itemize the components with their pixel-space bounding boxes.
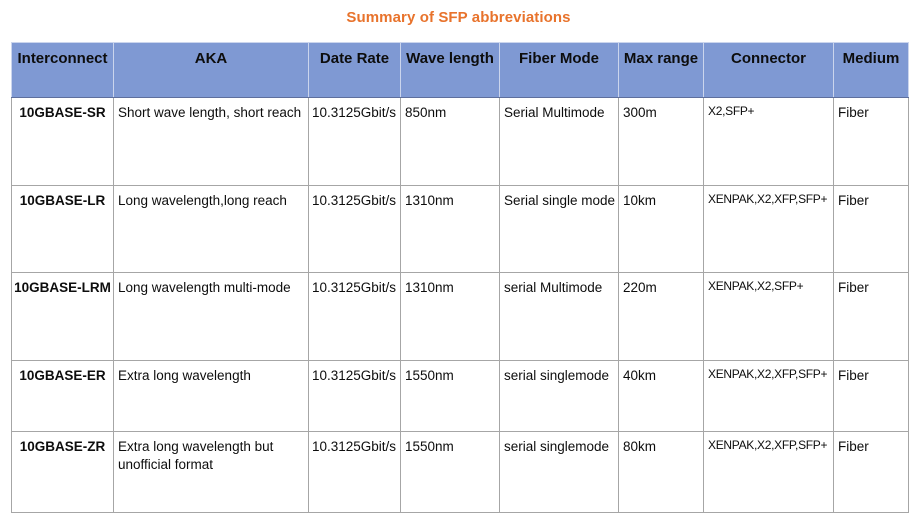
- cell-aka: Extra long wavelength: [113, 360, 309, 432]
- cell-interconnect: 10GBASE-SR: [11, 97, 114, 186]
- cell-date_rate: 10.3125Gbit/s: [308, 431, 401, 513]
- cell-medium: Fiber: [833, 185, 909, 273]
- cell-wave_length: 1310nm: [400, 185, 500, 273]
- cell-date_rate: 10.3125Gbit/s: [308, 97, 401, 186]
- cell-wave_length: 1550nm: [400, 360, 500, 432]
- sfp-summary-table: Interconnect AKA Date Rate Wave length Fiber…: [11, 42, 909, 513]
- cell-medium: Fiber: [833, 431, 909, 513]
- table-row: 10GBASE-LRM Long wavelength multi-mode 10.…: [11, 272, 909, 361]
- column-header-max_range: Max range: [618, 42, 704, 98]
- column-header-connector: Connector: [703, 42, 834, 98]
- cell-medium: Fiber: [833, 360, 909, 432]
- cell-connector: XENPAK,X2,XFP,SFP+: [703, 431, 834, 513]
- column-header-wave_length: Wave length: [400, 42, 500, 98]
- column-header-fiber_mode: Fiber Mode: [499, 42, 619, 98]
- cell-connector: XENPAK,X2,XFP,SFP+: [703, 360, 834, 432]
- cell-max_range: 220m: [618, 272, 704, 361]
- table-body: 10GBASE-SR Short wave length, short reach…: [11, 97, 909, 513]
- cell-connector: XENPAK,X2,SFP+: [703, 272, 834, 361]
- cell-max_range: 300m: [618, 97, 704, 186]
- cell-medium: Fiber: [833, 272, 909, 361]
- table-row: 10GBASE-ZR Extra long wavelength but unof…: [11, 431, 909, 513]
- cell-aka: Extra long wavelength but unofficial for…: [113, 431, 309, 513]
- column-header-interconnect: Interconnect: [11, 42, 114, 98]
- cell-max_range: 40km: [618, 360, 704, 432]
- cell-interconnect: 10GBASE-ER: [11, 360, 114, 432]
- cell-aka: Short wave length, short reach: [113, 97, 309, 186]
- cell-wave_length: 1550nm: [400, 431, 500, 513]
- table-row: 10GBASE-ER Extra long wavelength 10.3125Gb…: [11, 360, 909, 432]
- cell-aka: Long wavelength multi-mode: [113, 272, 309, 361]
- header-row: Interconnect AKA Date Rate Wave length Fiber…: [11, 42, 909, 98]
- cell-date_rate: 10.3125Gbit/s: [308, 272, 401, 361]
- cell-aka: Long wavelength,long reach: [113, 185, 309, 273]
- table-row: 10GBASE-LR Long wavelength,long reach 10.3…: [11, 185, 909, 273]
- cell-medium: Fiber: [833, 97, 909, 186]
- cell-fiber_mode: Serial Multimode: [499, 97, 619, 186]
- cell-connector: X2,SFP+: [703, 97, 834, 186]
- column-header-aka: AKA: [113, 42, 309, 98]
- table-row: 10GBASE-SR Short wave length, short reach…: [11, 97, 909, 186]
- cell-wave_length: 1310nm: [400, 272, 500, 361]
- cell-date_rate: 10.3125Gbit/s: [308, 185, 401, 273]
- page-title: Summary of SFP abbreviations: [346, 9, 571, 26]
- cell-interconnect: 10GBASE-ZR: [11, 431, 114, 513]
- cell-max_range: 80km: [618, 431, 704, 513]
- cell-wave_length: 850nm: [400, 97, 500, 186]
- cell-interconnect: 10GBASE-LR: [11, 185, 114, 273]
- cell-date_rate: 10.3125Gbit/s: [308, 360, 401, 432]
- cell-interconnect: 10GBASE-LRM: [11, 272, 114, 361]
- cell-connector: XENPAK,X2,XFP,SFP+: [703, 185, 834, 273]
- cell-fiber_mode: serial singlemode: [499, 431, 619, 513]
- column-header-date_rate: Date Rate: [308, 42, 401, 98]
- cell-max_range: 10km: [618, 185, 704, 273]
- cell-fiber_mode: serial Multimode: [499, 272, 619, 361]
- cell-fiber_mode: serial singlemode: [499, 360, 619, 432]
- column-header-medium: Medium: [833, 42, 909, 98]
- cell-fiber_mode: Serial single mode: [499, 185, 619, 273]
